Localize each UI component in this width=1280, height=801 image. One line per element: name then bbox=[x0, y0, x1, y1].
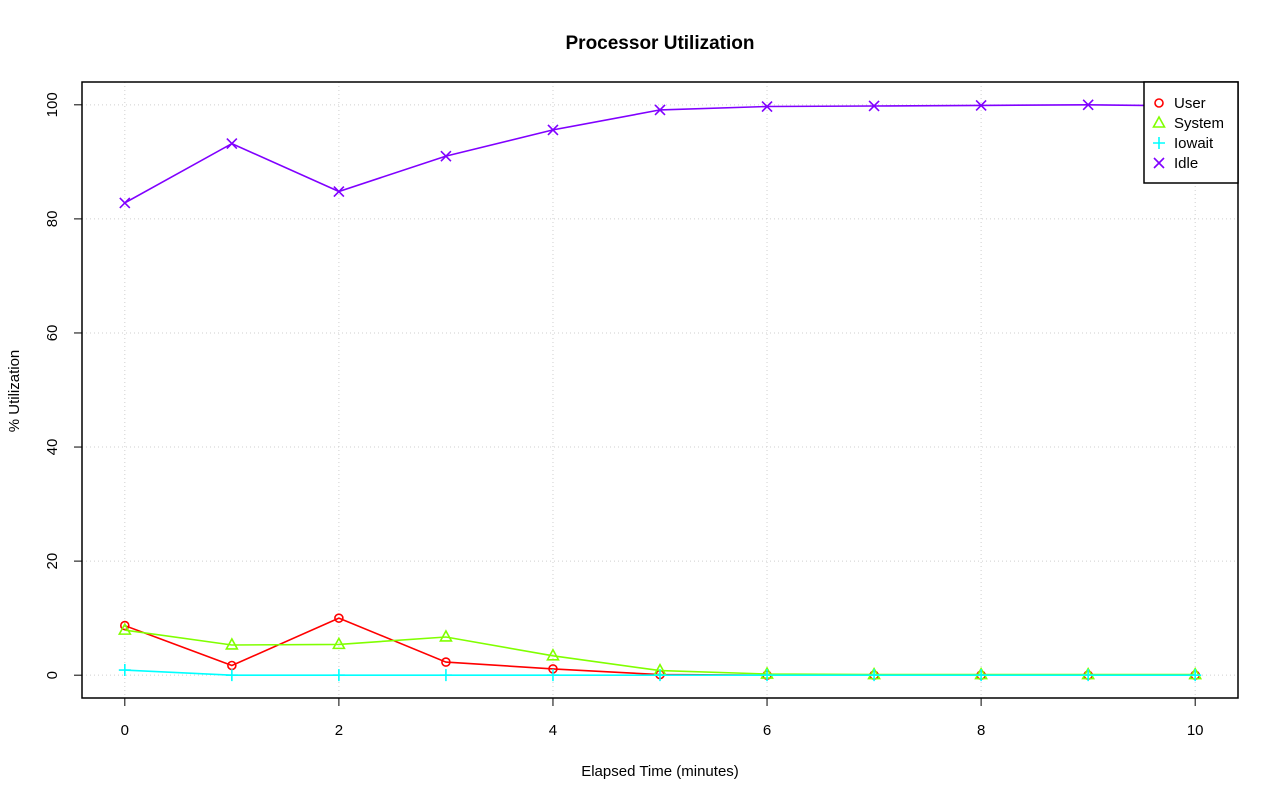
data-point-iowait bbox=[225, 669, 238, 682]
data-point-idle bbox=[761, 100, 773, 113]
data-point-idle bbox=[119, 197, 131, 209]
x-tick-label: 0 bbox=[121, 722, 129, 739]
legend-marker-idle bbox=[1153, 157, 1165, 169]
data-point-iowait bbox=[761, 669, 774, 682]
y-tick-label: 100 bbox=[44, 92, 61, 117]
x-tick-label: 2 bbox=[335, 722, 343, 739]
data-point-iowait bbox=[332, 669, 345, 682]
data-point-user bbox=[120, 620, 130, 631]
legend-item-user: User bbox=[1154, 95, 1206, 112]
data-point-user bbox=[334, 613, 344, 623]
data-point-user bbox=[441, 657, 451, 667]
data-point-idle bbox=[226, 138, 238, 150]
data-point-idle bbox=[333, 185, 345, 198]
data-point-iowait bbox=[118, 664, 131, 677]
series-iowait bbox=[118, 664, 1202, 682]
grid-lines bbox=[82, 82, 1238, 698]
legend-item-system: System bbox=[1152, 115, 1224, 132]
legend-label-user: User bbox=[1174, 95, 1206, 112]
data-point-idle bbox=[868, 100, 880, 112]
data-point-system bbox=[117, 622, 132, 635]
data-point-iowait bbox=[1082, 669, 1095, 682]
plot-frame bbox=[81, 81, 1239, 699]
series-line-idle bbox=[124, 103, 1196, 204]
y-tick-label: 20 bbox=[44, 553, 61, 570]
y-tick-label: 40 bbox=[44, 439, 61, 456]
data-point-idle bbox=[440, 150, 452, 162]
x-tick-label: 4 bbox=[549, 722, 557, 739]
legend-label-system: System bbox=[1174, 115, 1224, 132]
x-axis-label: Elapsed Time (minutes) bbox=[581, 763, 739, 780]
series-line-system bbox=[124, 629, 1196, 676]
data-point-iowait bbox=[439, 669, 452, 682]
y-axis-label: % Utilization bbox=[6, 350, 23, 433]
legend-marker-iowait bbox=[1153, 137, 1165, 149]
data-point-system bbox=[224, 637, 239, 650]
data-point-idle bbox=[654, 104, 666, 116]
legend-marker-system bbox=[1152, 115, 1166, 128]
y-tick-label: 0 bbox=[44, 671, 61, 679]
x-tick-label: 8 bbox=[977, 722, 985, 739]
x-tick-label: 10 bbox=[1187, 722, 1204, 739]
data-point-system bbox=[439, 629, 453, 642]
data-point-iowait bbox=[975, 669, 988, 682]
legend-item-idle: Idle bbox=[1153, 155, 1198, 172]
legend: User System Iowait Idle bbox=[1143, 81, 1239, 184]
series-group bbox=[117, 99, 1203, 682]
data-point-system bbox=[546, 648, 560, 661]
data-point-iowait bbox=[546, 669, 559, 682]
series-idle bbox=[119, 99, 1201, 209]
y-tick-label: 80 bbox=[44, 211, 61, 228]
chart-title: Processor Utilization bbox=[566, 33, 755, 54]
legend-item-iowait: Iowait bbox=[1153, 135, 1214, 152]
legend-label-iowait: Iowait bbox=[1174, 135, 1214, 152]
data-point-idle bbox=[547, 124, 559, 136]
x-tick-label: 6 bbox=[763, 722, 771, 739]
data-point-iowait bbox=[1189, 669, 1202, 682]
data-point-iowait bbox=[868, 669, 881, 682]
data-point-idle bbox=[975, 99, 987, 111]
legend-marker-user bbox=[1154, 98, 1164, 108]
data-point-idle bbox=[1082, 99, 1094, 111]
y-tick-label: 60 bbox=[44, 325, 61, 342]
data-point-iowait bbox=[654, 669, 666, 682]
legend-label-idle: Idle bbox=[1174, 155, 1198, 172]
series-line-user bbox=[124, 617, 1196, 677]
data-point-system bbox=[332, 636, 346, 650]
